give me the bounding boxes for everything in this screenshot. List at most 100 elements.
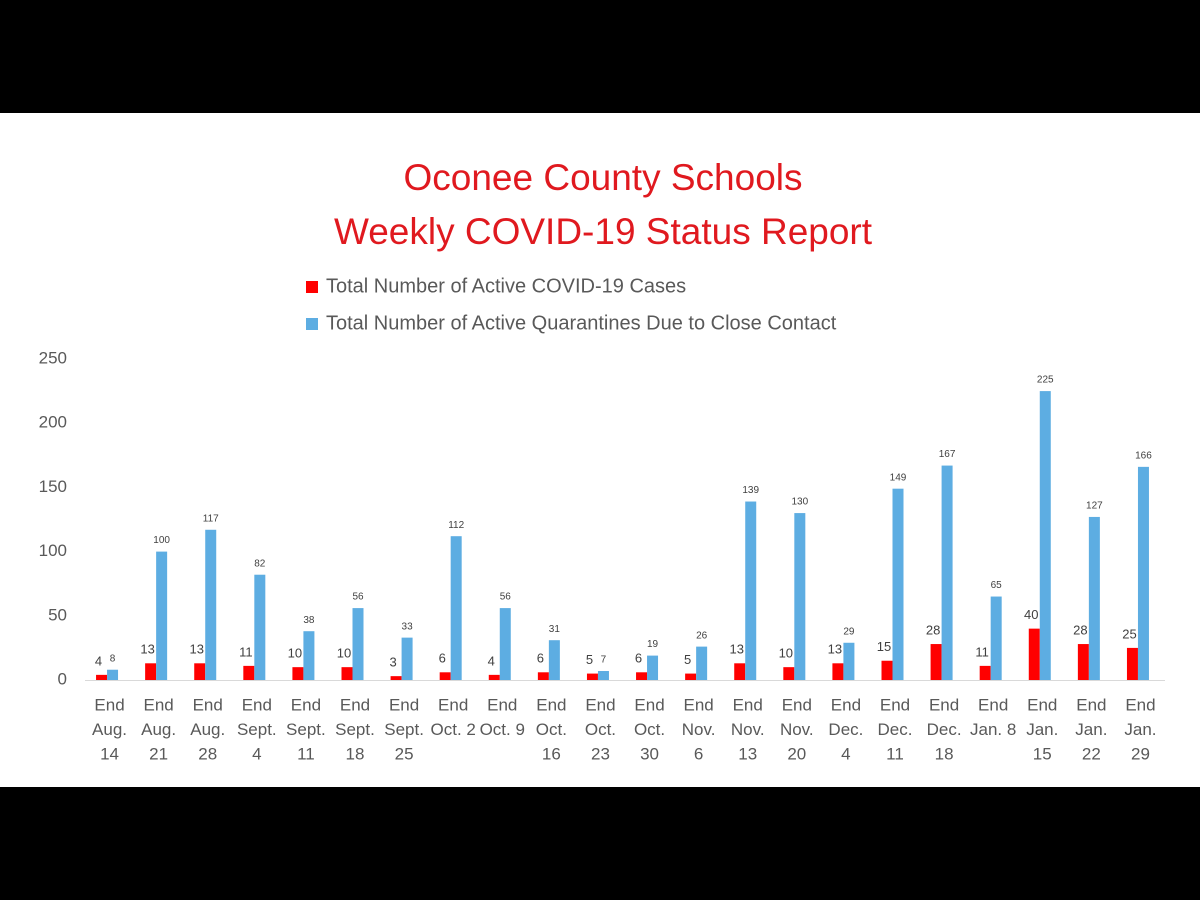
bar: [1137, 466, 1149, 680]
x-tick-label: Dec.: [828, 720, 863, 739]
bar: [734, 663, 746, 680]
value-label: 56: [352, 592, 364, 603]
bar: [794, 513, 806, 680]
value-label: 10: [337, 646, 351, 661]
x-tick-label: 29: [1131, 744, 1150, 763]
value-label: 29: [843, 626, 855, 637]
bar: [439, 672, 451, 680]
value-label: 4: [95, 653, 102, 668]
bar: [537, 672, 549, 680]
y-tick-label: 200: [39, 413, 67, 432]
value-label: 3: [389, 655, 396, 670]
x-tick-label: End: [389, 695, 419, 714]
x-tick-label: 20: [787, 744, 806, 763]
chart-title: Weekly COVID-19 Status Report: [334, 211, 873, 252]
value-label: 225: [1037, 375, 1054, 386]
x-tick-label: Jan.: [1124, 720, 1156, 739]
value-label: 11: [239, 644, 253, 659]
x-tick-label: 11: [297, 744, 315, 763]
bar: [548, 640, 560, 680]
bar: [1039, 391, 1051, 680]
bar: [401, 637, 413, 680]
value-label: 7: [601, 655, 607, 666]
bar: [892, 488, 904, 680]
value-label: 13: [729, 642, 743, 657]
bar: [145, 663, 157, 680]
x-tick-label: Oct. 2: [431, 720, 476, 739]
x-tick-label: End: [1027, 695, 1057, 714]
bar: [243, 665, 255, 680]
bar: [1126, 647, 1138, 680]
x-tick-label: 28: [198, 744, 217, 763]
value-label: 149: [890, 472, 907, 483]
x-tick-label: End: [831, 695, 861, 714]
x-tick-label: 6: [694, 744, 703, 763]
value-label: 8: [110, 653, 116, 664]
bar: [745, 501, 757, 680]
value-label: 31: [549, 624, 561, 635]
bar: [941, 465, 953, 680]
x-tick-label: Oct.: [536, 720, 567, 739]
x-tick-label: 23: [591, 744, 610, 763]
x-tick-label: 13: [738, 744, 757, 763]
bar: [292, 667, 304, 680]
x-tick-label: Aug.: [92, 720, 127, 739]
value-label: 82: [254, 558, 266, 569]
x-tick-label: End: [585, 695, 615, 714]
value-label: 19: [647, 639, 659, 650]
x-tick-label: Sept.: [286, 720, 326, 739]
x-tick-label: End: [438, 695, 468, 714]
bar: [499, 608, 511, 680]
value-label: 13: [140, 642, 154, 657]
x-tick-label: End: [733, 695, 763, 714]
bar: [586, 673, 598, 680]
x-tick-label: Jan.: [1075, 720, 1107, 739]
bar: [597, 671, 609, 680]
x-tick-label: 30: [640, 744, 659, 763]
x-tick-label: End: [978, 695, 1008, 714]
bar: [647, 655, 659, 680]
bar: [685, 673, 697, 680]
x-tick-label: End: [536, 695, 566, 714]
legend-label: Total Number of Active COVID-19 Cases: [326, 275, 686, 297]
x-tick-label: End: [684, 695, 714, 714]
value-label: 28: [926, 622, 940, 637]
bar: [1088, 516, 1100, 680]
value-label: 6: [537, 651, 544, 666]
bar: [341, 667, 353, 680]
legend-label: Total Number of Active Quarantines Due t…: [326, 312, 837, 334]
value-label: 6: [439, 651, 446, 666]
bar: [254, 574, 266, 680]
x-tick-label: Jan.: [1026, 720, 1058, 739]
bar: [488, 674, 500, 680]
value-label: 26: [696, 630, 708, 641]
x-tick-label: Oct.: [634, 720, 665, 739]
bar: [352, 608, 364, 680]
y-tick-label: 150: [39, 477, 67, 496]
x-tick-label: End: [1125, 695, 1155, 714]
x-tick-label: 15: [1033, 744, 1052, 763]
bar: [96, 674, 108, 680]
value-label: 10: [288, 646, 302, 661]
x-tick-label: Oct. 9: [480, 720, 525, 739]
x-tick-label: Aug.: [190, 720, 225, 739]
bar: [832, 663, 844, 680]
value-label: 5: [586, 652, 593, 667]
x-tick-label: 21: [149, 744, 168, 763]
bar: [783, 667, 795, 680]
x-tick-label: End: [1076, 695, 1106, 714]
value-label: 100: [153, 535, 170, 546]
value-label: 11: [975, 644, 989, 659]
x-tick-label: End: [193, 695, 223, 714]
bar: [881, 660, 893, 680]
value-label: 4: [488, 653, 495, 668]
y-tick-label: 100: [39, 541, 67, 560]
bar: [1028, 628, 1040, 680]
x-tick-label: End: [929, 695, 959, 714]
x-tick-label: End: [634, 695, 664, 714]
x-tick-label: 11: [886, 744, 904, 763]
y-tick-label: 250: [39, 348, 67, 367]
x-tick-label: End: [291, 695, 321, 714]
